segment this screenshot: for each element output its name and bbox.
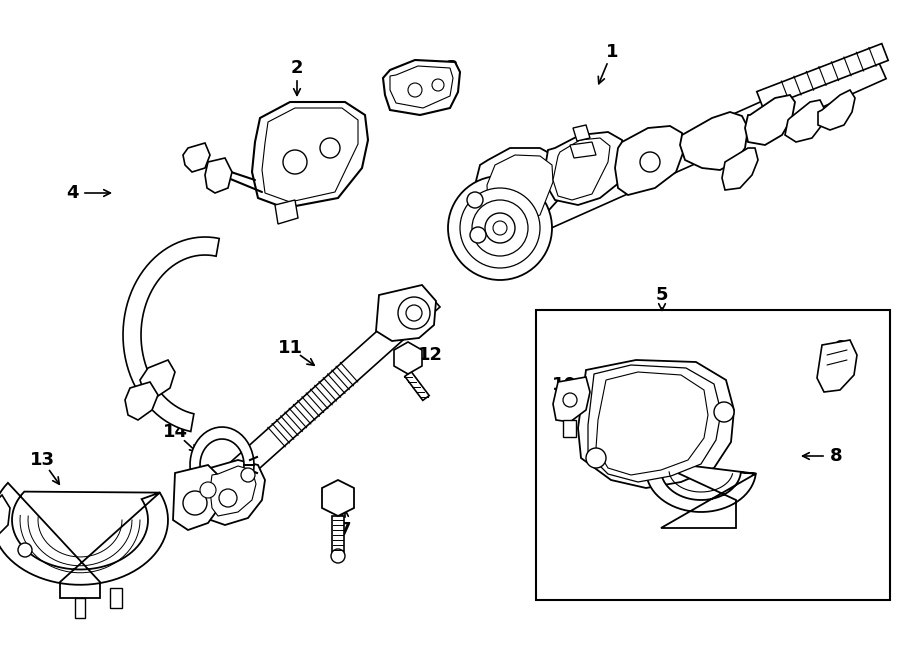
Polygon shape [190, 427, 254, 503]
Text: 2: 2 [291, 59, 303, 77]
Polygon shape [394, 342, 422, 374]
Text: 9: 9 [833, 339, 846, 357]
Text: 6: 6 [179, 489, 191, 507]
Polygon shape [545, 132, 625, 205]
Circle shape [470, 227, 486, 243]
Polygon shape [487, 155, 553, 224]
Polygon shape [722, 148, 758, 190]
Polygon shape [0, 483, 168, 598]
Polygon shape [183, 143, 210, 172]
Polygon shape [578, 360, 734, 488]
Polygon shape [322, 480, 354, 516]
Polygon shape [646, 459, 756, 528]
Circle shape [408, 83, 422, 97]
Text: 12: 12 [418, 346, 443, 364]
Circle shape [640, 152, 660, 172]
Polygon shape [125, 382, 158, 420]
Polygon shape [390, 66, 453, 108]
Circle shape [241, 468, 255, 482]
Circle shape [460, 188, 540, 268]
Polygon shape [785, 100, 825, 142]
Polygon shape [262, 108, 358, 202]
Polygon shape [187, 289, 440, 519]
Circle shape [398, 297, 430, 329]
Circle shape [485, 213, 515, 243]
Circle shape [331, 549, 345, 563]
Circle shape [448, 176, 552, 280]
Text: 1: 1 [606, 43, 618, 61]
Circle shape [714, 402, 734, 422]
Polygon shape [553, 138, 610, 200]
Circle shape [183, 491, 207, 515]
Circle shape [18, 543, 32, 557]
Circle shape [200, 482, 216, 498]
Text: 8: 8 [830, 447, 842, 465]
Polygon shape [757, 44, 888, 108]
Polygon shape [210, 466, 256, 516]
Circle shape [320, 138, 340, 158]
Polygon shape [275, 200, 298, 224]
Text: 10: 10 [552, 376, 577, 394]
Circle shape [283, 150, 307, 174]
Polygon shape [75, 598, 85, 618]
Polygon shape [173, 465, 223, 530]
Polygon shape [123, 237, 220, 432]
Text: 5: 5 [656, 286, 668, 304]
Circle shape [472, 200, 528, 256]
Polygon shape [817, 340, 857, 392]
Polygon shape [205, 158, 232, 193]
Circle shape [493, 221, 507, 235]
Polygon shape [570, 142, 596, 158]
Polygon shape [745, 95, 795, 145]
Polygon shape [615, 126, 684, 195]
Polygon shape [332, 516, 344, 553]
Text: 4: 4 [66, 184, 78, 202]
Circle shape [563, 393, 577, 407]
Polygon shape [818, 90, 855, 130]
Polygon shape [573, 125, 590, 141]
Polygon shape [553, 377, 590, 422]
Text: 3: 3 [446, 59, 458, 77]
Circle shape [586, 448, 606, 468]
Polygon shape [140, 360, 175, 398]
Polygon shape [475, 148, 562, 230]
Polygon shape [405, 371, 429, 401]
Polygon shape [252, 102, 368, 208]
Polygon shape [680, 112, 748, 170]
Polygon shape [376, 285, 436, 341]
Circle shape [432, 79, 444, 91]
Text: 13: 13 [30, 451, 55, 469]
Polygon shape [504, 52, 886, 244]
Circle shape [406, 305, 422, 321]
Polygon shape [563, 420, 576, 437]
Polygon shape [198, 460, 265, 525]
Polygon shape [588, 365, 721, 482]
Circle shape [467, 192, 483, 208]
Circle shape [219, 489, 237, 507]
Text: 11: 11 [277, 339, 302, 357]
Polygon shape [110, 588, 122, 608]
Text: 7: 7 [338, 521, 351, 539]
Text: 14: 14 [163, 423, 187, 441]
Polygon shape [383, 60, 460, 115]
Polygon shape [0, 495, 10, 535]
Polygon shape [460, 178, 518, 248]
Bar [536, 310, 890, 600]
